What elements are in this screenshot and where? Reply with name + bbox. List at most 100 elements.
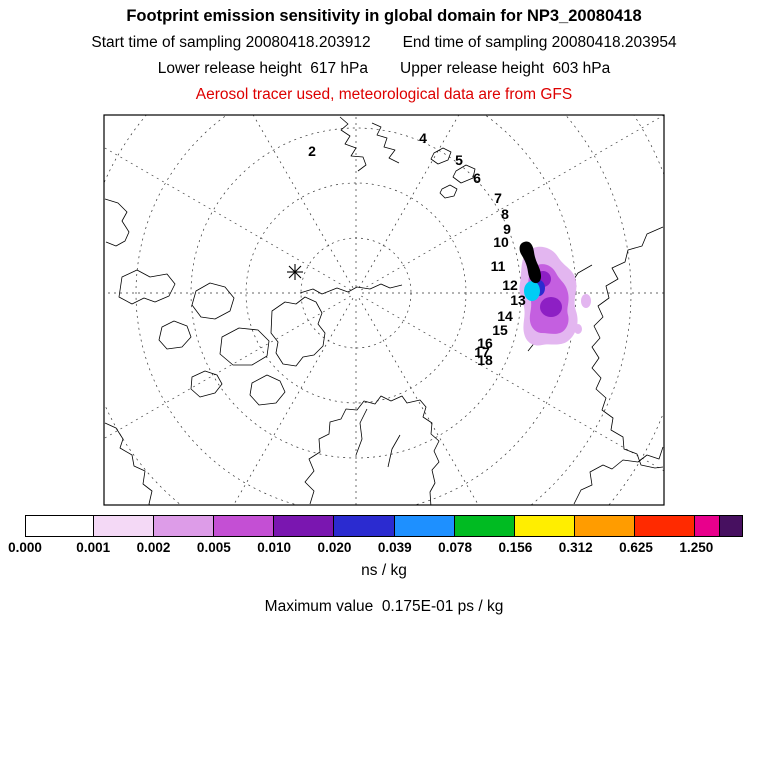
sampling-times-row: Start time of sampling 20080418.203912 E… — [0, 34, 768, 52]
colorbar-cell — [273, 516, 334, 536]
colorbar-cells — [25, 515, 743, 537]
trajectory-point-label: 5 — [455, 152, 463, 168]
graticule — [103, 114, 665, 506]
trajectory-point-label: 14 — [497, 308, 513, 324]
coastline — [339, 116, 367, 172]
colorbar-cell — [333, 516, 394, 536]
graticule-parallel — [135, 115, 577, 505]
trajectory-point-label: 18 — [477, 352, 493, 368]
graticule-meridian — [252, 115, 354, 288]
plume-outer-spot — [581, 294, 591, 308]
trajectory-point-label: 13 — [510, 292, 526, 308]
graticule-parallel — [104, 115, 632, 505]
trajectory-point-label: 2 — [308, 143, 316, 159]
graticule-meridian — [233, 298, 354, 505]
trajectory-point-label: 4 — [419, 130, 427, 146]
coastline — [104, 198, 130, 247]
trajectory-point-label: 8 — [501, 206, 509, 222]
coastline — [387, 434, 401, 468]
colorbar-tick: 0.000 — [8, 540, 42, 555]
colorbar-tick: 0.002 — [136, 540, 171, 555]
map-panel: 2 4 5 6 7 8 9 10 11 12 13 14 15 16 17 18 — [103, 114, 665, 506]
colorbar-tick: 0.625 — [619, 540, 653, 555]
trajectory-point-label: 10 — [493, 234, 509, 250]
colorbar-tick: 0.312 — [558, 540, 593, 555]
start-time-label: Start time of sampling 20080418.203912 — [91, 34, 371, 51]
colorbar-cell — [718, 516, 743, 536]
colorbar-tick: 0.156 — [498, 540, 533, 555]
graticule-meridian — [104, 295, 351, 439]
colorbar-tick: 0.010 — [257, 540, 292, 555]
units-label: ns / kg — [361, 562, 407, 579]
graticule-parallel — [608, 115, 664, 505]
graticule-meridian — [104, 147, 351, 291]
trajectory-point-label: 16 — [477, 335, 493, 351]
plume-core-cyan — [524, 281, 540, 301]
colorbar-tick: 0.039 — [377, 540, 412, 555]
lower-release-label: Lower release height 617 hPa — [157, 60, 368, 77]
trajectory-point-label: 17 — [474, 344, 490, 360]
coastline — [355, 408, 368, 456]
colorbar-cell — [213, 516, 274, 536]
coastline — [104, 422, 153, 505]
coastline — [190, 370, 223, 398]
end-time-label: End time of sampling 20080418.203954 — [402, 34, 677, 51]
graticule-meridian — [361, 295, 664, 472]
upper-release-label: Upper release height 603 hPa — [400, 60, 611, 77]
plume-core-black — [519, 241, 541, 284]
coastline — [371, 122, 400, 164]
colorbar-cell — [694, 516, 719, 536]
colorbar-cell — [92, 516, 154, 536]
coastline — [573, 446, 664, 505]
figure-page: Footprint emission sensitivity in global… — [0, 7, 768, 615]
coastline — [249, 374, 286, 406]
colorbar-tick: 0.078 — [438, 540, 472, 555]
coastline — [191, 282, 235, 320]
plume-outer-spot — [574, 324, 582, 334]
graticule-meridian — [361, 115, 664, 291]
max-value-label: Maximum value 0.175E-01 ps / kg — [264, 598, 504, 615]
coastline — [270, 296, 326, 367]
coastline — [304, 395, 440, 505]
trajectory-point-label: 6 — [473, 170, 481, 186]
colorbar-cell — [453, 516, 514, 536]
coastlines — [104, 116, 664, 505]
coastline — [439, 184, 458, 199]
map-frame — [103, 114, 665, 506]
coastline — [430, 147, 452, 165]
trajectory-point-label: 7 — [494, 190, 502, 206]
graticule-parallel — [300, 237, 412, 349]
coastline — [158, 320, 192, 350]
colorbar-cell — [634, 516, 695, 536]
plume-dark — [540, 297, 562, 317]
trajectory-point-label: 9 — [503, 221, 511, 237]
colorbar-tick: 0.020 — [317, 540, 352, 555]
colorbar-cell — [26, 516, 93, 536]
colorbar-cell — [153, 516, 214, 536]
colorbar-cell — [574, 516, 635, 536]
colorbar: 0.000 0.001 0.002 0.005 0.010 0.020 0.039 0.078… — [8, 515, 743, 558]
coastline — [118, 269, 176, 305]
graticule-parallel — [103, 114, 665, 506]
colorbar-tick: 0.001 — [76, 540, 111, 555]
trajectory-point-label: 11 — [491, 258, 506, 274]
figure-title: Footprint emission sensitivity in global… — [126, 7, 642, 25]
plume — [519, 241, 591, 346]
coastline — [219, 327, 270, 366]
colorbar-tick: 0.005 — [196, 540, 231, 555]
graticule-parallel — [245, 182, 467, 404]
release-heights-row: Lower release height 617 hPa Upper relea… — [0, 60, 768, 78]
coastline — [299, 283, 403, 295]
trajectory-point-label: 15 — [492, 322, 508, 338]
tracer-note: Aerosol tracer used, meteorological data… — [195, 86, 573, 103]
release-marker-icon — [287, 264, 303, 280]
coastline — [591, 226, 664, 469]
colorbar-tick-labels: 0.000 0.001 0.002 0.005 0.010 0.020 0.039 0.078… — [8, 538, 743, 558]
coastline — [452, 164, 476, 184]
colorbar-tick: 1.250 — [679, 540, 714, 555]
trajectory-point-label: 12 — [502, 277, 518, 293]
colorbar-cell — [393, 516, 454, 536]
colorbar-cell — [513, 516, 574, 536]
